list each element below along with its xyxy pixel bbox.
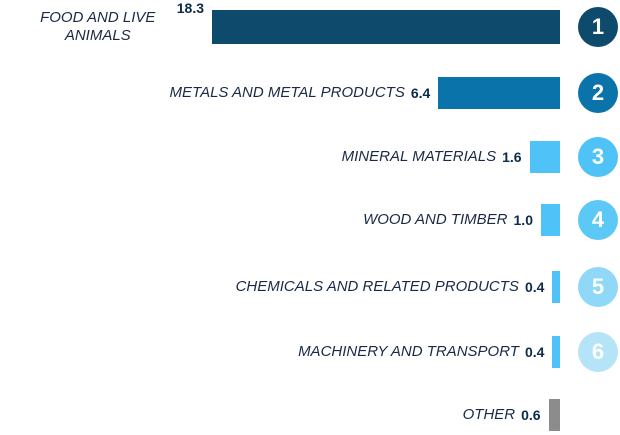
rank-badge: 1 (578, 7, 618, 47)
bar (212, 10, 560, 44)
category-label: OTHER (462, 406, 516, 423)
value-label: 1.0 (513, 212, 533, 228)
category-label: MINERAL MATERIALS (341, 148, 497, 165)
value-label: 0.4 (524, 279, 545, 295)
value-label: 0.4 (524, 344, 545, 360)
bar-row: CHEMICALS AND RELATED PRODUCTS 0.4 (0, 267, 560, 307)
bar (548, 399, 560, 431)
bar (552, 271, 560, 303)
value-label: 18.3 (176, 0, 204, 16)
rank-badge: 6 (578, 332, 618, 372)
bar (540, 204, 560, 236)
category-label: CHEMICALS AND RELATED PRODUCTS (235, 278, 519, 295)
bar (552, 336, 560, 368)
category-label: FOOD AND LIVE ANIMALS (40, 9, 156, 44)
bar-row: METALS AND METAL PRODUCTS 6.4 (0, 73, 560, 113)
bar (529, 141, 560, 173)
category-label: MACHINERY AND TRANSPORT (298, 343, 519, 360)
rank-badge: 5 (578, 267, 618, 307)
category-label: WOOD AND TIMBER (363, 211, 508, 228)
value-label: 1.6 (502, 149, 522, 165)
rank-badge: 3 (578, 137, 618, 177)
category-label: METALS AND METAL PRODUCTS (169, 84, 405, 101)
bar-row: MACHINERY AND TRANSPORT 0.4 (0, 332, 560, 372)
bar-row: MINERAL MATERIALS 1.6 (0, 137, 560, 177)
rank-badge: 2 (578, 73, 618, 113)
bar-row: WOOD AND TIMBER 1.0 (0, 200, 560, 240)
rank-badge: 4 (578, 200, 618, 240)
value-label: 0.6 (521, 407, 541, 423)
bar-row: FOOD AND LIVE ANIMALS 18.3 (0, 0, 560, 50)
bar (438, 77, 560, 109)
bar-row: OTHER 0.6 (0, 395, 560, 435)
value-label: 6.4 (410, 85, 431, 101)
